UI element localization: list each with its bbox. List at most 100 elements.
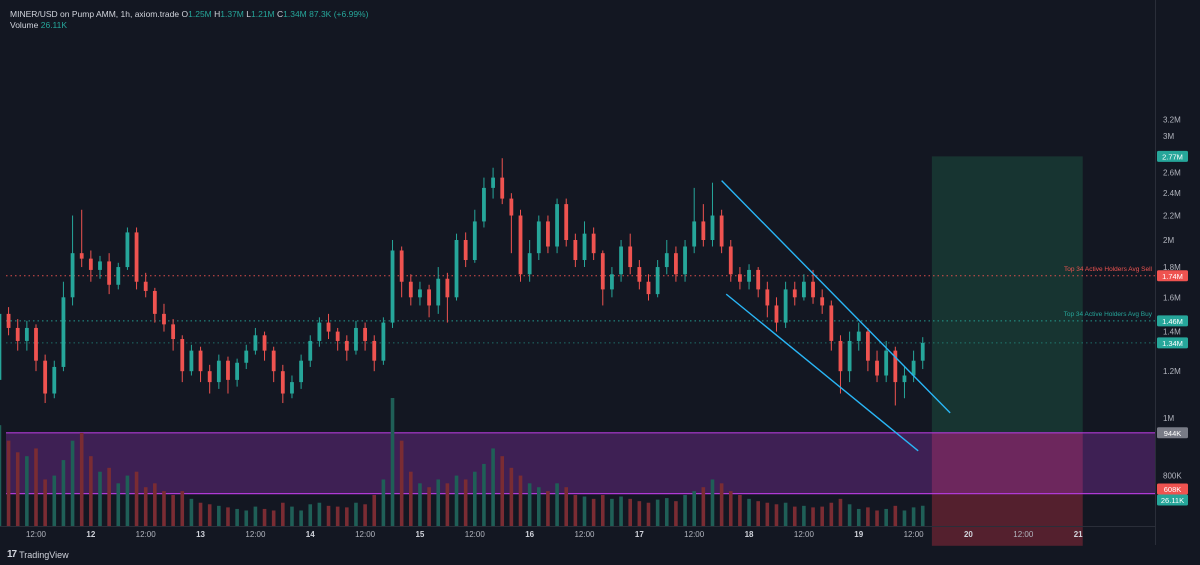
volume-bar bbox=[829, 502, 834, 526]
candle-body bbox=[783, 289, 788, 323]
candle-body bbox=[43, 360, 48, 394]
candle-body bbox=[180, 339, 185, 372]
volume-bar bbox=[866, 507, 870, 526]
price-label-stop: 608K bbox=[1164, 485, 1182, 494]
y-tick-label: 2.6M bbox=[1163, 169, 1181, 178]
price-label-stop-bg bbox=[1157, 483, 1188, 495]
volume-bar bbox=[802, 505, 806, 526]
support-zone-group[interactable] bbox=[6, 432, 1155, 495]
candle-body bbox=[646, 281, 651, 295]
volume-bar bbox=[207, 504, 212, 526]
y-tick-label: 3M bbox=[1163, 132, 1174, 141]
candle-body bbox=[34, 327, 38, 361]
price-axis[interactable]: 3.2M 3M 2.6M 2.4M 2.2M 2M 1.8M 1.6M 1.4M 1.2M 1M 80… bbox=[1163, 115, 1182, 480]
price-label-last: 1.34M bbox=[1162, 339, 1183, 348]
legend-close-label: C bbox=[277, 9, 284, 19]
volume-bar bbox=[765, 502, 770, 526]
x-tick-time: 12:00 bbox=[465, 530, 486, 539]
tradingview-logo-icon: 17 bbox=[7, 549, 17, 560]
tradingview-logo[interactable]: 17 TradingView bbox=[7, 549, 69, 560]
volume-bar bbox=[573, 494, 578, 526]
candle-body bbox=[774, 305, 779, 323]
candle-body bbox=[70, 253, 75, 298]
volume-bar bbox=[363, 504, 367, 526]
long-position-group[interactable] bbox=[931, 156, 1083, 546]
price-label-buy: 1.46M bbox=[1162, 317, 1183, 326]
x-tick-day: 14 bbox=[306, 530, 315, 539]
candle-body bbox=[363, 327, 367, 341]
volume-bar bbox=[555, 483, 559, 526]
candle-body bbox=[674, 253, 678, 275]
volume-bar bbox=[308, 504, 313, 526]
candles-group bbox=[0, 158, 925, 406]
volume-bar bbox=[536, 487, 541, 526]
candle-body bbox=[107, 261, 112, 285]
y-tick-label: 3.2M bbox=[1163, 115, 1181, 124]
volume-bar bbox=[52, 475, 57, 526]
volume-bar bbox=[6, 440, 11, 526]
time-axis[interactable]: 12:00 12 12:00 13 12:00 14 12:00 15 12:00 16 12:00… bbox=[26, 530, 1083, 539]
x-tick-time: 12:00 bbox=[355, 530, 376, 539]
candle-body bbox=[116, 267, 121, 285]
trendline-1 bbox=[721, 180, 951, 414]
volume-bar bbox=[509, 467, 514, 526]
y-tick-label: 1.4M bbox=[1163, 328, 1181, 337]
candle-body bbox=[582, 233, 587, 261]
volume-bar bbox=[683, 494, 687, 526]
candle-body bbox=[262, 335, 267, 351]
candle-body bbox=[719, 215, 724, 247]
y-tick-label: 2.4M bbox=[1163, 189, 1181, 198]
volume-bar bbox=[756, 501, 760, 526]
price-label-zone-bg bbox=[1157, 427, 1188, 439]
candle-body bbox=[52, 366, 57, 394]
x-tick-time: 12:00 bbox=[26, 530, 47, 539]
x-tick-day: 17 bbox=[635, 530, 644, 539]
volume-bar bbox=[61, 460, 66, 526]
volume-bar bbox=[893, 505, 898, 526]
volume-bar bbox=[856, 508, 861, 526]
volume-bar bbox=[271, 510, 276, 526]
candle-body bbox=[692, 221, 697, 247]
candle-body bbox=[628, 246, 633, 268]
candle-body bbox=[865, 331, 870, 361]
candle-body bbox=[747, 269, 751, 282]
volume-bar bbox=[436, 479, 441, 526]
volume-bar bbox=[427, 487, 431, 526]
candle-body bbox=[445, 278, 450, 298]
candle-body bbox=[152, 290, 157, 314]
candle-body bbox=[802, 281, 806, 298]
candle-body bbox=[527, 253, 532, 275]
volume-bar bbox=[244, 510, 249, 526]
price-labels-group: 2.77M 1.74M 1.46M 1.34M 944K 608K 26.11K bbox=[1157, 150, 1188, 506]
volume-bar bbox=[399, 440, 404, 526]
volume-bar bbox=[482, 463, 486, 526]
candle-body bbox=[637, 267, 642, 282]
candle-body bbox=[344, 340, 349, 351]
volume-bar bbox=[747, 498, 751, 526]
volume-bar bbox=[381, 479, 386, 526]
volume-bar bbox=[728, 491, 733, 526]
volume-bar bbox=[527, 483, 532, 526]
volume-bar bbox=[774, 504, 779, 526]
volume-bar bbox=[564, 487, 569, 526]
volume-bar bbox=[15, 452, 20, 526]
volume-bar bbox=[134, 471, 139, 526]
candle-body bbox=[207, 371, 212, 383]
volume-bar bbox=[628, 498, 633, 526]
volume-bar bbox=[79, 432, 84, 526]
volume-bar bbox=[674, 501, 678, 526]
candle-body bbox=[472, 221, 477, 261]
candle-body bbox=[408, 281, 413, 298]
legend-volume-label[interactable]: Volume bbox=[10, 20, 39, 30]
candle-body bbox=[884, 350, 889, 376]
candle-body bbox=[280, 371, 285, 394]
candle-body bbox=[79, 253, 84, 259]
candle-body bbox=[600, 253, 605, 290]
volume-bar bbox=[792, 506, 797, 526]
legend-symbol[interactable]: MINER/USD on Pump AMM, 1h, axiom.trade bbox=[10, 9, 180, 19]
candle-body bbox=[436, 278, 441, 306]
trendline-2 bbox=[725, 293, 919, 452]
y-tick-label: 1M bbox=[1163, 414, 1174, 423]
trendlines-group[interactable] bbox=[721, 180, 951, 452]
